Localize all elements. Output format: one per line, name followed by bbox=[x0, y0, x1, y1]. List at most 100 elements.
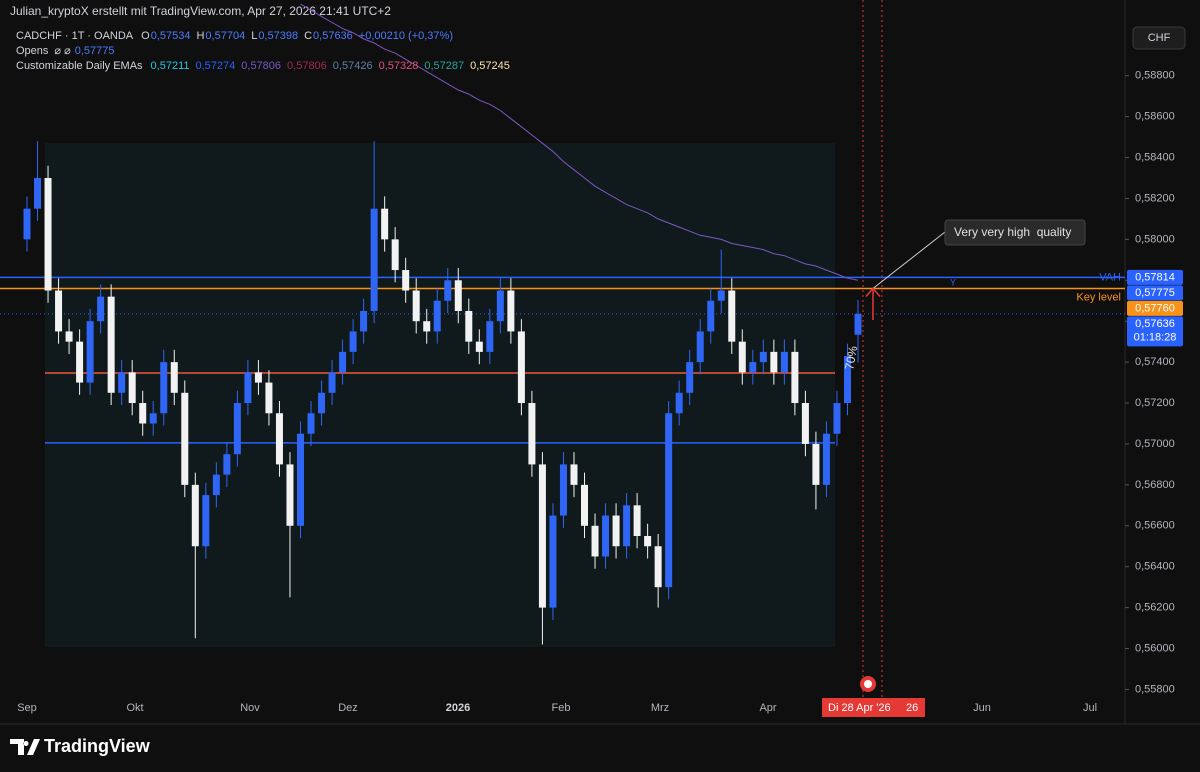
candle-body bbox=[139, 403, 147, 424]
candle-body bbox=[801, 403, 809, 444]
price-tag-label: 0,57760 bbox=[1135, 302, 1175, 314]
candle-body bbox=[717, 290, 725, 301]
legend-text: C bbox=[304, 30, 312, 42]
candle-body bbox=[633, 505, 641, 537]
footer bbox=[0, 725, 1200, 772]
legend-text: 0,57636 bbox=[313, 30, 353, 42]
candle-body bbox=[412, 290, 420, 322]
candle-body bbox=[233, 403, 241, 455]
candle-body bbox=[55, 290, 63, 332]
candle-body bbox=[223, 454, 231, 475]
candle-body bbox=[833, 403, 841, 434]
candle-body bbox=[128, 372, 136, 404]
candle-body bbox=[149, 413, 157, 424]
candle-body bbox=[296, 433, 304, 526]
x-tick-label: Apr bbox=[759, 702, 776, 714]
legend-text: O bbox=[141, 30, 150, 42]
price-tag-countdown: 01:18:28 bbox=[1134, 331, 1177, 343]
candle-body bbox=[770, 351, 778, 373]
candle-body bbox=[559, 464, 567, 516]
level-label: VAH bbox=[1099, 271, 1121, 283]
legend-text: +0,00210 (+0,37%) bbox=[359, 30, 453, 42]
candle-body bbox=[665, 413, 673, 588]
candle-body bbox=[517, 331, 525, 404]
y-tick-label: 0,58600 bbox=[1135, 111, 1175, 123]
candle-body bbox=[454, 280, 462, 311]
candle-body bbox=[191, 484, 199, 547]
candle-body bbox=[843, 355, 851, 404]
event-icon-dot bbox=[864, 680, 872, 688]
candle-body bbox=[791, 351, 799, 404]
candle-body bbox=[34, 177, 42, 209]
legend-text: 0,57287 bbox=[424, 60, 464, 72]
x-tick-label: Dez bbox=[338, 702, 358, 714]
legend-text: 0,57534 bbox=[151, 30, 191, 42]
candle-body bbox=[202, 495, 210, 547]
x-tick-label: Feb bbox=[552, 702, 571, 714]
candle-body bbox=[402, 270, 410, 291]
candle-body bbox=[86, 321, 94, 383]
candle-body bbox=[307, 413, 315, 434]
candle-body bbox=[381, 208, 389, 240]
candle-body bbox=[696, 331, 704, 363]
candle-body bbox=[118, 372, 126, 393]
legend-text: 0,57806 bbox=[287, 60, 327, 72]
candle-body bbox=[707, 300, 715, 332]
percent-label: 70% bbox=[842, 344, 860, 370]
legend-text: 0,57775 bbox=[75, 45, 115, 57]
cursor-extra: 26 bbox=[906, 702, 918, 714]
annotation-connector bbox=[872, 231, 946, 289]
candle-body bbox=[349, 331, 357, 352]
x-tick-label: Sep bbox=[17, 702, 37, 714]
overlay: 0,578140,577750,577600,5763601:18:28CADC… bbox=[16, 30, 1183, 371]
y-tick-label: 0,57000 bbox=[1135, 438, 1175, 450]
legend-text: CADCHF · 1T · OANDA bbox=[16, 30, 134, 42]
candle-body bbox=[97, 296, 105, 322]
candle-body bbox=[496, 290, 504, 322]
y-tick-label: 0,58200 bbox=[1135, 192, 1175, 204]
legend-text: ⌀ ⌀ bbox=[54, 45, 71, 57]
candle-body bbox=[749, 362, 757, 373]
y-tick-label: 0,58000 bbox=[1135, 233, 1175, 245]
candle-body bbox=[486, 321, 494, 352]
brand-name: TradingView bbox=[44, 736, 151, 756]
candle-body bbox=[475, 341, 483, 352]
y-tick-label: 0,57200 bbox=[1135, 397, 1175, 409]
marker-label: Y bbox=[950, 277, 956, 287]
arrow bbox=[865, 287, 881, 320]
legend-text: 0,57704 bbox=[205, 30, 245, 42]
candle-body bbox=[286, 464, 294, 526]
candle-body bbox=[812, 443, 820, 485]
y-tick-label: 0,58800 bbox=[1135, 70, 1175, 82]
candle-body bbox=[265, 382, 273, 414]
candle-body bbox=[254, 372, 262, 383]
candle-body bbox=[549, 515, 557, 608]
y-tick-label: 0,56200 bbox=[1135, 602, 1175, 614]
candle-body bbox=[822, 433, 830, 485]
candle-body bbox=[507, 290, 515, 332]
price-tag-label: 0,57775 bbox=[1135, 287, 1175, 299]
y-tick-label: 0,56600 bbox=[1135, 520, 1175, 532]
candle-body bbox=[728, 290, 736, 342]
candle-body bbox=[644, 536, 652, 547]
volume-profile-area bbox=[45, 143, 835, 647]
y-tick-label: 0,55800 bbox=[1135, 683, 1175, 695]
price-tag-label: 0,57636 bbox=[1135, 318, 1175, 330]
price-tag bbox=[1127, 316, 1183, 347]
ema-line bbox=[300, 3, 859, 281]
candle-body bbox=[759, 351, 767, 363]
currency-button[interactable] bbox=[1132, 26, 1186, 50]
candle-body bbox=[686, 362, 694, 393]
y-tick-label: 0,58400 bbox=[1135, 151, 1175, 163]
candle-body bbox=[107, 296, 115, 393]
candle-body bbox=[602, 515, 610, 557]
level-label: Key level bbox=[1076, 291, 1121, 303]
candle-body bbox=[854, 313, 862, 335]
x-tick-label: 2026 bbox=[446, 702, 470, 714]
legend-text: 0,57398 bbox=[258, 30, 298, 42]
candle-body bbox=[612, 515, 620, 547]
legend-text: Opens bbox=[16, 45, 49, 57]
candle-body bbox=[581, 484, 589, 526]
candle-body bbox=[780, 351, 788, 373]
